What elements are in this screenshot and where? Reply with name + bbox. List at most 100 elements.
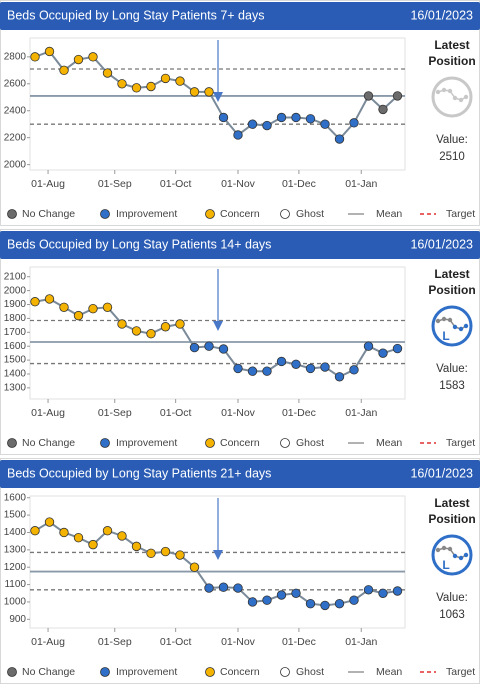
data-point bbox=[291, 359, 301, 369]
data-point bbox=[349, 365, 359, 375]
plot-frame bbox=[29, 37, 406, 171]
position-title: Position bbox=[428, 512, 475, 526]
x-tick-label: 01-Nov bbox=[221, 407, 256, 419]
y-tick-label: 1600 bbox=[4, 341, 27, 352]
data-point bbox=[88, 539, 98, 550]
legend-label: Concern bbox=[220, 208, 260, 220]
data-point bbox=[392, 91, 403, 101]
data-point bbox=[233, 583, 243, 593]
y-tick-label: 2000 bbox=[4, 285, 27, 296]
y-tick-label: 1100 bbox=[4, 579, 26, 590]
status-icon-dot bbox=[441, 545, 447, 551]
data-point bbox=[262, 366, 272, 376]
data-point bbox=[291, 588, 301, 598]
data-point bbox=[233, 130, 243, 140]
data-point bbox=[160, 73, 171, 84]
chart-panel: Beds Occupied by Long Stay Patients 21+ … bbox=[0, 458, 480, 684]
data-point bbox=[204, 583, 214, 593]
y-tick-label: 1600 bbox=[4, 492, 27, 503]
data-point bbox=[59, 65, 69, 76]
data-point bbox=[88, 52, 98, 62]
data-point bbox=[392, 343, 403, 354]
panel-border bbox=[0, 0, 480, 226]
data-point bbox=[305, 598, 316, 609]
data-point bbox=[131, 326, 142, 336]
data-point bbox=[175, 550, 185, 560]
y-tick-label: 2800 bbox=[4, 51, 27, 62]
status-icon-letter: L bbox=[442, 329, 449, 343]
data-point bbox=[233, 363, 243, 374]
data-point bbox=[247, 597, 258, 607]
data-point bbox=[102, 526, 113, 536]
data-point bbox=[189, 87, 200, 97]
status-icon-dot bbox=[447, 88, 453, 94]
y-tick-label: 1000 bbox=[4, 597, 27, 608]
data-point bbox=[44, 517, 55, 527]
legend-swatch bbox=[280, 209, 290, 219]
legend-label: Ghost bbox=[296, 666, 324, 678]
data-point bbox=[59, 302, 69, 312]
data-point bbox=[305, 363, 316, 374]
x-tick-label: 01-Jan bbox=[345, 407, 377, 419]
position-title: Position bbox=[428, 283, 475, 297]
y-tick-label: 1500 bbox=[4, 355, 27, 366]
data-point bbox=[146, 328, 156, 339]
data-point bbox=[189, 342, 200, 353]
data-point bbox=[30, 526, 40, 536]
y-tick-label: 1300 bbox=[4, 544, 27, 555]
data-point bbox=[131, 83, 142, 93]
status-icon-dot bbox=[447, 546, 453, 552]
legend-swatch bbox=[280, 438, 290, 448]
legend-label: Target bbox=[446, 437, 475, 449]
data-point bbox=[378, 104, 388, 115]
data-point bbox=[160, 322, 171, 332]
data-point bbox=[59, 527, 69, 538]
data-point bbox=[262, 120, 272, 131]
x-tick-label: 01-Nov bbox=[221, 178, 256, 190]
data-point bbox=[117, 531, 127, 541]
legend-label: Target bbox=[446, 666, 475, 678]
legend-swatch bbox=[100, 667, 110, 677]
latest-value: 1063 bbox=[439, 609, 465, 621]
status-icon-dot bbox=[463, 94, 469, 100]
value-label: Value: bbox=[436, 592, 468, 604]
legend-label: No Change bbox=[22, 208, 75, 220]
legend-swatch bbox=[7, 209, 17, 219]
status-icon-dot bbox=[452, 553, 458, 559]
data-point bbox=[175, 319, 185, 329]
status-icon bbox=[431, 534, 473, 576]
data-point bbox=[131, 541, 142, 552]
data-point bbox=[363, 91, 374, 101]
legend-swatch bbox=[205, 438, 215, 448]
data-point bbox=[247, 119, 258, 129]
data-point bbox=[146, 81, 156, 92]
data-point bbox=[102, 302, 113, 312]
y-tick-label: 2000 bbox=[4, 159, 27, 170]
y-tick-label: 1200 bbox=[4, 562, 27, 573]
status-icon-dot bbox=[435, 89, 441, 95]
y-tick-label: 1400 bbox=[4, 369, 27, 380]
legend-swatch bbox=[205, 667, 215, 677]
change-arrow-head bbox=[213, 92, 223, 102]
x-tick-label: 01-Jan bbox=[345, 636, 377, 648]
data-point bbox=[320, 600, 330, 611]
data-point bbox=[218, 582, 229, 592]
value-label: Value: bbox=[436, 363, 468, 375]
y-tick-label: 2200 bbox=[4, 132, 27, 143]
position-title: Latest bbox=[434, 267, 469, 281]
data-point bbox=[276, 590, 287, 600]
y-tick-label: 1900 bbox=[4, 299, 27, 310]
y-tick-label: 900 bbox=[9, 614, 26, 625]
data-point bbox=[349, 118, 359, 128]
data-point bbox=[320, 362, 330, 372]
panel-header bbox=[0, 231, 480, 259]
y-tick-label: 1700 bbox=[4, 327, 27, 338]
data-point bbox=[73, 310, 84, 321]
status-icon-letter: L bbox=[442, 558, 449, 572]
data-point bbox=[44, 46, 55, 57]
status-icon bbox=[431, 305, 473, 347]
legend-swatch bbox=[7, 667, 17, 677]
data-point bbox=[117, 319, 127, 329]
data-point bbox=[378, 348, 388, 358]
